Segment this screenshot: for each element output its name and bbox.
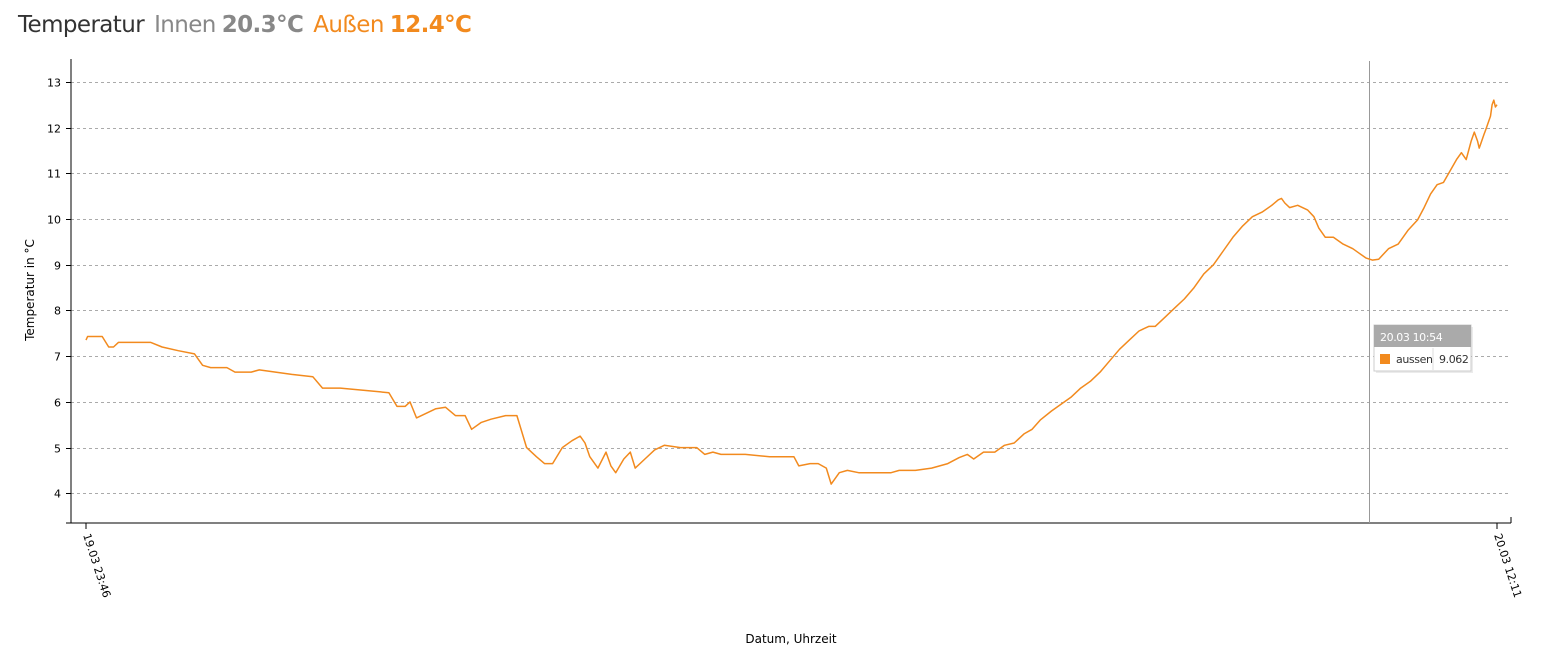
y-axis-title: Temperatur in °C [23,239,37,342]
y-tick-label: 7 [54,351,61,364]
y-tick-label: 11 [47,168,61,181]
tooltip-series-name: aussen [1396,353,1433,366]
y-tick-label: 12 [47,123,61,136]
chart-header: Temperatur Innen 20.3°C Außen 12.4°C [18,12,472,48]
y-tick-label: 4 [54,488,61,501]
y-grid-lines [71,82,1509,494]
inside-temperature-value: 20.3°C [221,12,304,38]
series-line-aussen[interactable] [85,99,1498,485]
y-tick-label: 10 [47,214,61,227]
outside-temperature-label: Außen [313,12,384,38]
tooltip-title: 20.03 10:54 [1380,331,1443,344]
tooltip-value: 9.062 [1439,353,1469,366]
outside-temperature-value: 12.4°C [389,12,472,38]
tooltip-header [1374,325,1471,347]
tooltip-series-swatch [1380,354,1390,364]
x-axis-title: Datum, Uhrzeit [745,632,837,646]
x-tick-label: 19.03 23:46 [80,532,113,599]
hover-tooltip: 20.03 10:54 aussen 9.062 [1373,324,1473,373]
x-axis: 19.03 23:46 20.03 12:11 [71,517,1524,599]
inside-temperature-label: Innen [154,12,216,38]
y-tick-label: 8 [54,305,61,318]
y-tick-label: 13 [47,77,61,90]
y-tick-label: 6 [54,397,61,410]
y-axis: 4 5 6 7 8 9 10 11 12 13 [47,59,72,524]
page-title: Temperatur [18,12,145,38]
y-tick-label: 5 [54,443,61,456]
x-tick-label: 20.03 12:11 [1491,532,1524,599]
y-tick-label: 9 [54,260,61,273]
